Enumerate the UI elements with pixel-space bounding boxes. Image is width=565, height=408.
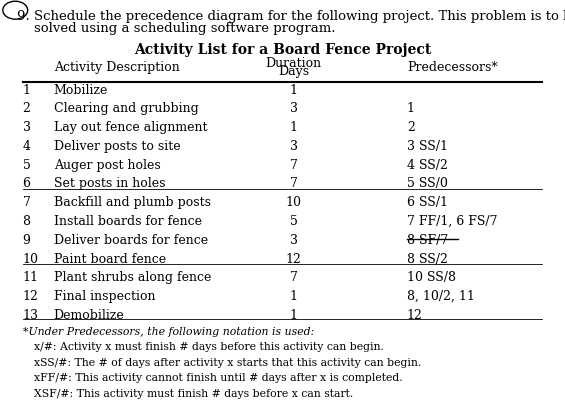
Text: 8, 10/2, 11: 8, 10/2, 11: [407, 290, 475, 303]
Text: solved using a scheduling software program.: solved using a scheduling software progr…: [34, 22, 336, 35]
Text: 1: 1: [290, 121, 298, 134]
Text: 4: 4: [23, 140, 31, 153]
Text: Install boards for fence: Install boards for fence: [54, 215, 202, 228]
Text: 2: 2: [407, 121, 415, 134]
Text: Duration: Duration: [266, 57, 322, 70]
Text: 5: 5: [290, 215, 298, 228]
Text: Deliver boards for fence: Deliver boards for fence: [54, 234, 208, 247]
Text: Backfill and plumb posts: Backfill and plumb posts: [54, 196, 211, 209]
Text: *Under Predecessors, the following notation is used:: *Under Predecessors, the following notat…: [23, 327, 314, 337]
Text: Lay out fence alignment: Lay out fence alignment: [54, 121, 207, 134]
Text: 3: 3: [290, 140, 298, 153]
Text: 7: 7: [290, 177, 298, 191]
Text: Auger post holes: Auger post holes: [54, 159, 160, 172]
Text: Deliver posts to site: Deliver posts to site: [54, 140, 180, 153]
Text: 6 SS/1: 6 SS/1: [407, 196, 448, 209]
Text: Plant shrubs along fence: Plant shrubs along fence: [54, 271, 211, 284]
Text: 1: 1: [290, 84, 298, 97]
Text: Clearing and grubbing: Clearing and grubbing: [54, 102, 198, 115]
Text: 1: 1: [290, 309, 298, 322]
Text: 9. Schedule the precedence diagram for the following project. This problem is to: 9. Schedule the precedence diagram for t…: [17, 10, 565, 23]
Text: 3: 3: [23, 121, 31, 134]
Text: xSS/#: The # of days after activity x starts that this activity can begin.: xSS/#: The # of days after activity x st…: [34, 358, 421, 368]
Text: 3: 3: [290, 102, 298, 115]
Text: 9: 9: [23, 234, 31, 247]
Text: XSF/#: This activity must finish # days before x can start.: XSF/#: This activity must finish # days …: [34, 389, 353, 399]
Text: 3: 3: [290, 234, 298, 247]
Text: 8: 8: [23, 215, 31, 228]
Text: 7 FF/1, 6 FS/7: 7 FF/1, 6 FS/7: [407, 215, 497, 228]
Text: 1: 1: [407, 102, 415, 115]
Text: 10: 10: [286, 196, 302, 209]
Text: Paint board fence: Paint board fence: [54, 253, 166, 266]
Text: Mobilize: Mobilize: [54, 84, 108, 97]
Text: 3 SS/1: 3 SS/1: [407, 140, 448, 153]
Text: Activity Description: Activity Description: [54, 61, 180, 74]
Text: 5 SS/0: 5 SS/0: [407, 177, 447, 191]
Text: 13: 13: [23, 309, 38, 322]
Text: 6: 6: [23, 177, 31, 191]
Text: 12: 12: [286, 253, 302, 266]
Text: 12: 12: [23, 290, 38, 303]
Text: 10: 10: [23, 253, 38, 266]
Text: 1: 1: [23, 84, 31, 97]
Text: 10 SS/8: 10 SS/8: [407, 271, 456, 284]
Text: Set posts in holes: Set posts in holes: [54, 177, 165, 191]
Text: 8 SS/2: 8 SS/2: [407, 253, 447, 266]
Text: 12: 12: [407, 309, 423, 322]
Text: Demobilize: Demobilize: [54, 309, 124, 322]
Text: Final inspection: Final inspection: [54, 290, 155, 303]
Text: 11: 11: [23, 271, 38, 284]
Text: x/#: Activity x must finish # days before this activity can begin.: x/#: Activity x must finish # days befor…: [34, 342, 384, 353]
Text: xFF/#: This activity cannot finish until # days after x is completed.: xFF/#: This activity cannot finish until…: [34, 373, 402, 384]
Text: Days: Days: [278, 65, 310, 78]
Text: 2: 2: [23, 102, 31, 115]
Text: 8 SF/7: 8 SF/7: [407, 234, 448, 247]
Text: 7: 7: [290, 159, 298, 172]
Text: 4 SS/2: 4 SS/2: [407, 159, 447, 172]
Text: 7: 7: [290, 271, 298, 284]
Text: 7: 7: [23, 196, 31, 209]
Text: 1: 1: [290, 290, 298, 303]
Text: Activity List for a Board Fence Project: Activity List for a Board Fence Project: [134, 43, 431, 57]
Text: Predecessors*: Predecessors*: [407, 61, 497, 74]
Text: 5: 5: [23, 159, 31, 172]
